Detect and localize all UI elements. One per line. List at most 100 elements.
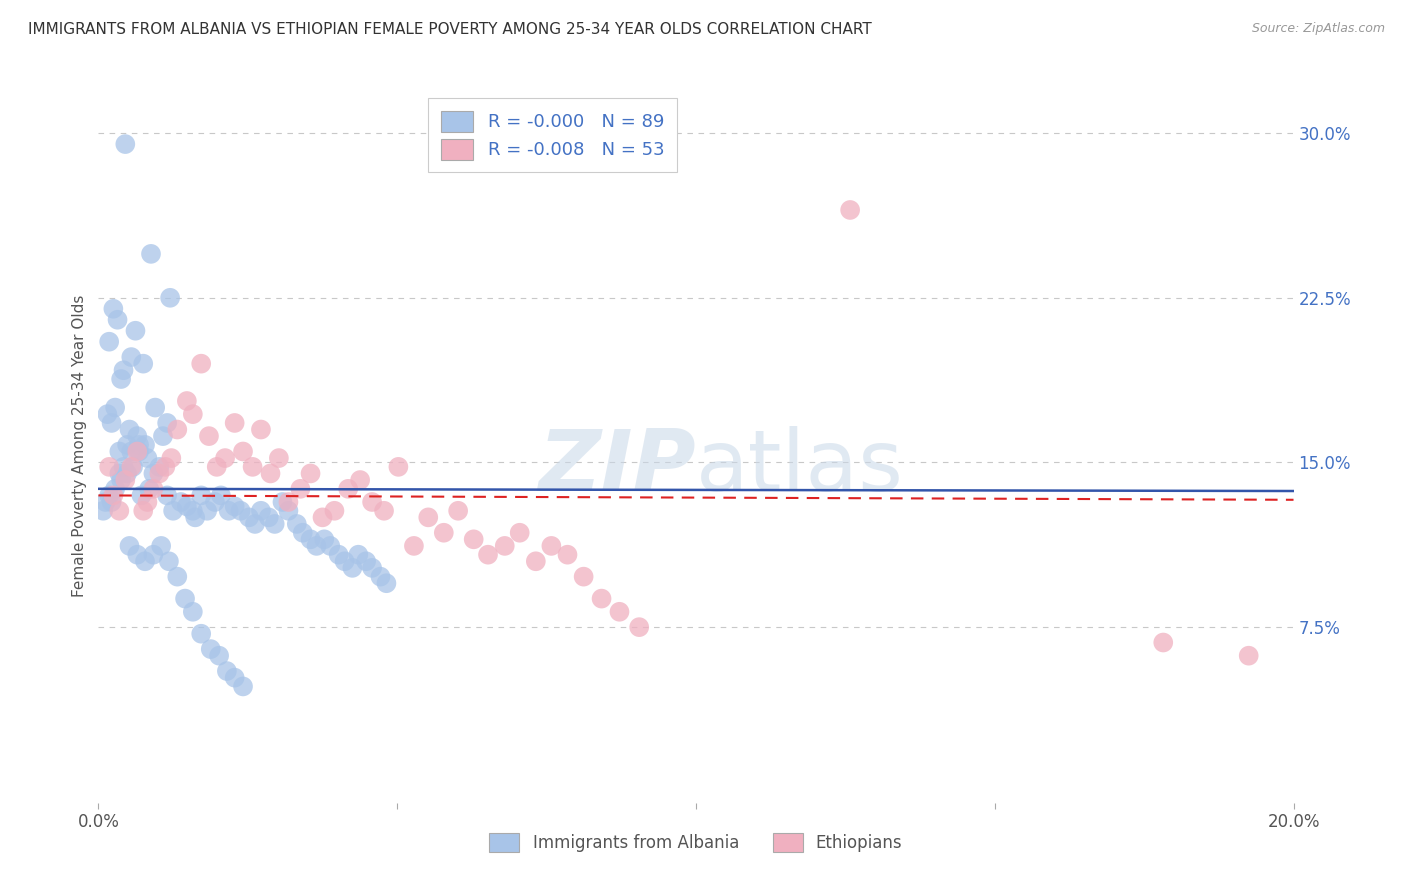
Point (209, 488, 232, 502)
Point (204, 495, 226, 509)
Point (373, 504, 395, 518)
Point (311, 510, 333, 524)
Point (229, 504, 252, 518)
Point (104, 401, 127, 415)
Point (375, 576, 398, 591)
Point (243, 516, 266, 531)
Point (132, 504, 155, 518)
Point (447, 504, 470, 518)
Point (184, 510, 207, 524)
Point (103, 488, 125, 502)
Point (98, 459, 121, 474)
Point (250, 504, 273, 518)
Point (494, 539, 516, 553)
Point (112, 363, 135, 377)
Point (305, 539, 328, 553)
Point (328, 548, 350, 562)
Point (176, 394, 198, 409)
Point (337, 482, 360, 496)
Point (190, 357, 212, 371)
Point (157, 554, 180, 568)
Point (572, 569, 595, 583)
Point (150, 539, 173, 553)
Point (115, 438, 138, 452)
Point (263, 516, 285, 531)
Point (142, 467, 165, 481)
Point (250, 423, 273, 437)
Point (170, 495, 193, 509)
Point (1152, 635, 1174, 649)
Point (127, 548, 149, 562)
Point (205, 459, 228, 474)
Point (160, 451, 183, 466)
Point (142, 482, 165, 496)
Point (195, 504, 218, 518)
Point (122, 459, 145, 474)
Point (118, 539, 141, 553)
Point (176, 500, 198, 514)
Point (540, 539, 562, 553)
Point (127, 444, 149, 458)
Point (91, 504, 114, 518)
Point (257, 510, 280, 524)
Point (181, 504, 204, 518)
Point (120, 444, 142, 458)
Text: ZIP: ZIP (538, 425, 696, 509)
Point (108, 444, 131, 458)
Point (128, 438, 150, 452)
Point (120, 459, 142, 474)
Point (112, 459, 135, 474)
Point (232, 680, 254, 694)
Point (142, 548, 165, 562)
Point (333, 554, 356, 568)
Point (214, 451, 236, 466)
Point (267, 451, 290, 466)
Y-axis label: Female Poverty Among 25-34 Year Olds: Female Poverty Among 25-34 Year Olds (72, 295, 87, 597)
Text: Source: ZipAtlas.com: Source: ZipAtlas.com (1251, 22, 1385, 36)
Text: atlas: atlas (696, 425, 904, 509)
Point (323, 504, 346, 518)
Point (110, 473, 132, 487)
Point (342, 561, 364, 575)
Point (1237, 648, 1260, 663)
Point (134, 438, 156, 452)
Point (387, 459, 409, 474)
Point (104, 482, 127, 496)
Point (114, 137, 136, 152)
Legend: Immigrants from Albania, Ethiopians: Immigrants from Albania, Ethiopians (482, 826, 910, 859)
Point (557, 548, 579, 562)
Point (166, 569, 188, 583)
Point (259, 467, 281, 481)
Point (120, 350, 142, 364)
Point (238, 510, 260, 524)
Point (314, 533, 336, 547)
Point (224, 500, 246, 514)
Point (107, 312, 129, 326)
Point (148, 459, 170, 474)
Point (347, 548, 370, 562)
Point (136, 495, 159, 509)
Point (181, 407, 204, 421)
Point (477, 548, 499, 562)
Point (433, 525, 456, 540)
Point (361, 495, 384, 509)
Point (134, 554, 156, 568)
Point (609, 605, 631, 619)
Point (115, 467, 138, 481)
Point (361, 561, 384, 575)
Point (118, 423, 141, 437)
Point (159, 291, 181, 305)
Point (103, 301, 125, 316)
Point (139, 247, 162, 261)
Point (319, 539, 342, 553)
Point (299, 533, 322, 547)
Point (128, 444, 150, 458)
Point (108, 467, 131, 481)
Point (349, 473, 371, 487)
Point (132, 357, 155, 371)
Point (162, 504, 184, 518)
Point (224, 416, 246, 430)
Point (198, 429, 221, 443)
Point (285, 516, 308, 531)
Point (155, 459, 177, 474)
